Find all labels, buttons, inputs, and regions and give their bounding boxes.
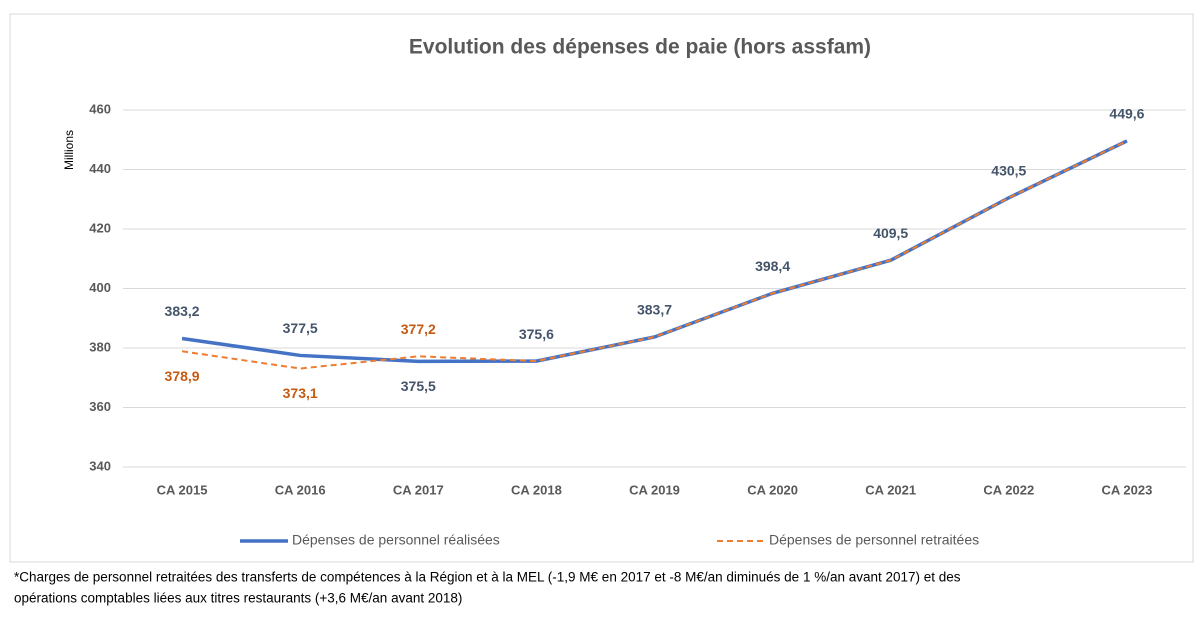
x-tick-label: CA 2022	[983, 482, 1034, 497]
data-label: 409,5	[873, 225, 908, 241]
y-tick-label: 400	[89, 280, 111, 295]
x-tick-label: CA 2019	[629, 482, 680, 497]
y-tick-label: 420	[89, 220, 111, 235]
line-series	[181, 139, 1128, 364]
data-label: 398,4	[755, 258, 790, 274]
legend-label: Dépenses de personnel retraitées	[769, 532, 979, 548]
legend-label: Dépenses de personnel réalisées	[292, 532, 500, 548]
data-label: 378,9	[165, 368, 200, 384]
data-label: 373,1	[283, 385, 318, 401]
x-tick-label: CA 2023	[1102, 482, 1153, 497]
data-label: 377,5	[283, 320, 318, 336]
x-tick-label: CA 2017	[393, 482, 444, 497]
x-tick-label: CA 2018	[511, 482, 562, 497]
chart-frame	[9, 13, 1194, 563]
y-tick-label: 340	[89, 458, 111, 473]
footnote: opérations comptables liées aux titres r…	[14, 591, 462, 606]
x-tick-label: CA 2015	[157, 482, 208, 497]
line-series	[181, 140, 1128, 370]
y-tick-label: 460	[89, 101, 111, 116]
footnote: *Charges de personnel retraitées des tra…	[14, 570, 961, 585]
x-tick-label: CA 2016	[275, 482, 326, 497]
y-tick-label: 440	[89, 161, 111, 176]
data-label: 377,2	[401, 321, 436, 337]
y-axis-label: Millions	[62, 130, 76, 170]
data-label: 430,5	[991, 162, 1026, 178]
x-tick-label: CA 2021	[865, 482, 916, 497]
data-label: 449,6	[1109, 106, 1144, 122]
y-tick-label: 360	[89, 399, 111, 414]
x-tick-label: CA 2020	[747, 482, 798, 497]
data-label: 383,2	[165, 303, 200, 319]
data-label: 375,6	[519, 326, 554, 342]
data-label: 383,7	[637, 302, 672, 318]
y-tick-label: 380	[89, 339, 111, 354]
data-label: 375,5	[401, 378, 436, 394]
chart-title: Evolution des dépenses de paie (hors ass…	[409, 36, 871, 59]
